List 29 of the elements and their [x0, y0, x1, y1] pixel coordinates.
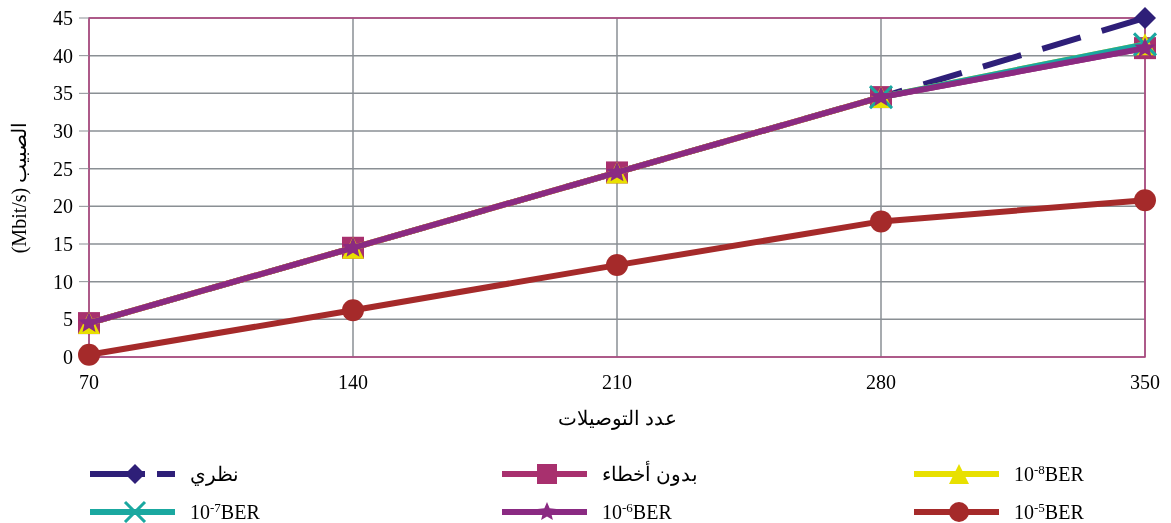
y-tick-label: 30 [53, 120, 73, 142]
y-axis-title: الصبيب (Mbit/s) [8, 121, 31, 254]
legend-label: بدون أخطاء [602, 460, 698, 486]
point [606, 254, 628, 277]
y-tick-label: 5 [63, 308, 73, 331]
point [870, 210, 892, 233]
y-tick-label: 20 [53, 195, 73, 218]
point [342, 299, 364, 322]
point [78, 343, 100, 366]
x-axis-title: عدد التوصيلات [557, 407, 677, 430]
x-tick-label: 140 [338, 371, 368, 393]
y-tick-label: 35 [53, 82, 73, 105]
x-tick-label: 280 [866, 371, 896, 393]
x-tick-label: 70 [79, 371, 99, 393]
legend-label: 10$^{-8}$BER [1014, 461, 1085, 485]
point [1134, 7, 1156, 29]
legend-label: 10$^{-5}$BER [1014, 499, 1085, 523]
y-tick-label: 0 [63, 346, 73, 368]
legend-label: نظري [190, 463, 239, 486]
y-tick-label: 15 [53, 233, 73, 255]
y-tick-label: 45 [53, 7, 73, 29]
y-tick-label: 40 [53, 44, 73, 67]
legend-label: 10$^{-6}$BER [602, 499, 673, 523]
x-tick-label: 350 [1130, 371, 1160, 393]
y-tick-label: 25 [53, 157, 73, 180]
point [1134, 189, 1156, 212]
legend-label: 10$^{-7}$BER [190, 499, 261, 523]
y-tick-label: 10 [53, 270, 73, 293]
x-tick-label: 210 [602, 371, 632, 393]
